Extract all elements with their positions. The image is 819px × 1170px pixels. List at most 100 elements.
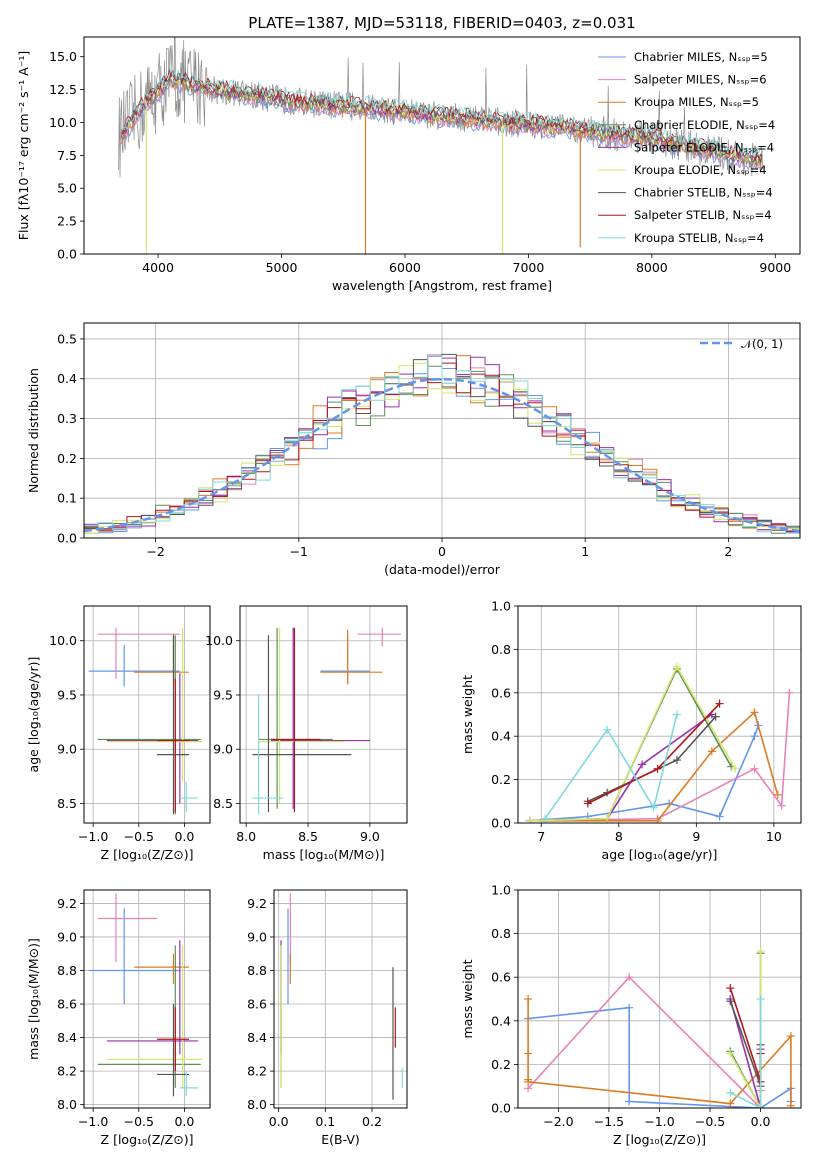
axes-frame bbox=[517, 889, 802, 1109]
x-tick-label: −0.5 bbox=[124, 1114, 154, 1129]
y-tick-label: 10.0 bbox=[49, 115, 77, 130]
panel-mass-vs-ebv: 0.0 0.1 0.2 8.0 8.2 8.4 8.6 8.8 9.0 9.2 E(B-V) bbox=[247, 889, 408, 1147]
x-axis-label: (data-model)/error bbox=[384, 562, 501, 577]
legend-label: Chabrier STELIB, Nₛₛₚ=4 bbox=[634, 186, 773, 200]
y-tick-label: 9.5 bbox=[57, 687, 77, 702]
error-bar-point bbox=[179, 781, 199, 813]
y-tick-label: 0.4 bbox=[491, 729, 511, 744]
model-spectrum-line bbox=[120, 68, 763, 161]
mass-weight-marker bbox=[649, 803, 658, 812]
y-axis-label: Normed distribution bbox=[26, 368, 41, 493]
y-tick-label: 12.5 bbox=[49, 82, 77, 97]
mass-weight-marker bbox=[726, 997, 735, 1006]
legend-label: 𝒩(0, 1) bbox=[741, 337, 783, 351]
mass-weight-marker bbox=[583, 799, 592, 808]
y-tick-label: 0.4 bbox=[491, 1013, 511, 1028]
chart-title: PLATE=1387, MJD=53118, FIBERID=0403, z=0… bbox=[248, 14, 635, 32]
mass-weight-marker bbox=[672, 662, 681, 671]
plot-area bbox=[524, 947, 795, 1108]
x-axis-label: wavelength [Angstrom, rest frame] bbox=[332, 278, 552, 293]
legend: Chabrier MILES, Nₛₛₚ=5 Salpeter MILES, Nₛ… bbox=[598, 50, 775, 245]
x-tick-label: 8 bbox=[615, 829, 623, 844]
x-axis-label: Z [log₁₀(Z/Z⊙)] bbox=[101, 847, 194, 862]
mass-weight-line bbox=[729, 953, 762, 1108]
y-tick-label: 9.2 bbox=[247, 896, 267, 911]
y-axis-label: age [log₁₀(age/yr)] bbox=[26, 657, 41, 773]
panel-age-vs-Z: −1.0 −0.5 0.0 8.5 9.0 9.5 10.0 Z [log₁₀(Z/Z⊙)] a… bbox=[26, 605, 211, 862]
grid-lines bbox=[84, 890, 210, 1108]
mass-weight-marker bbox=[653, 764, 662, 773]
y-tick-label: 8.4 bbox=[247, 1030, 267, 1045]
x-tick-label: 1 bbox=[581, 544, 589, 559]
error-bar-point bbox=[258, 627, 333, 809]
axes-frame bbox=[83, 322, 801, 539]
x-tick-label: −1 bbox=[290, 544, 308, 559]
x-tick-label: 0.0 bbox=[751, 1114, 771, 1129]
error-bar-point bbox=[134, 634, 189, 685]
y-tick-label: 0.0 bbox=[57, 247, 77, 262]
mass-weight-marker bbox=[756, 995, 765, 1003]
mass-weight-marker bbox=[603, 725, 612, 734]
mass-weight-line bbox=[527, 976, 762, 1108]
y-tick-label: 0.6 bbox=[491, 685, 511, 700]
error-bar-point bbox=[179, 1071, 199, 1097]
legend-label: Kroupa ELODIE, Nₛₛₚ=4 bbox=[634, 163, 767, 177]
y-tick-label: 0.0 bbox=[57, 531, 77, 546]
mass-weight-line bbox=[729, 999, 762, 1108]
mass-weight-marker bbox=[726, 1049, 735, 1058]
y-tick-label: 8.5 bbox=[213, 796, 233, 811]
plot-area bbox=[88, 627, 203, 815]
mass-weight-marker bbox=[750, 708, 759, 717]
error-bar-point bbox=[252, 694, 284, 815]
panel-residuals: −2 −1 0 1 2 0.0 0.1 0.2 0.3 0.4 0.5 (data-model)/er… bbox=[26, 322, 801, 577]
mass-weight-line bbox=[529, 725, 760, 822]
y-tick-label: 9.2 bbox=[57, 896, 77, 911]
mass-weight-marker bbox=[625, 973, 634, 982]
y-tick-label: 1.0 bbox=[491, 599, 511, 614]
grid-lines bbox=[274, 890, 407, 1108]
grid-lines bbox=[84, 606, 210, 823]
x-tick-label: 2 bbox=[724, 544, 732, 559]
plot-area bbox=[88, 893, 203, 1097]
y-tick-label: 15.0 bbox=[49, 49, 77, 64]
y-tick-label: 7.5 bbox=[57, 148, 77, 163]
plot-area bbox=[118, 37, 764, 254]
x-tick-label: 6000 bbox=[389, 260, 421, 275]
y-tick-label: 0.2 bbox=[491, 772, 511, 787]
y-tick-label: 5.0 bbox=[57, 181, 77, 196]
y-tick-label: 8.0 bbox=[57, 1097, 77, 1112]
x-axis-label: mass [log₁₀(M/M⊙)] bbox=[263, 847, 385, 862]
x-tick-label: −1.0 bbox=[78, 1114, 108, 1129]
mass-weight-marker bbox=[786, 1101, 795, 1108]
y-tick-label: 9.0 bbox=[247, 929, 267, 944]
y-tick-label: 9.0 bbox=[213, 742, 233, 757]
panel-mass-vs-Z: −1.0 −0.5 0.0 8.0 8.2 8.4 8.6 8.8 9.0 9.2 Z [log₁₀… bbox=[26, 889, 211, 1147]
x-tick-label: 0.0 bbox=[269, 1114, 289, 1129]
x-tick-label: 7 bbox=[537, 829, 545, 844]
x-tick-label: 10 bbox=[766, 829, 782, 844]
plot-area bbox=[280, 893, 403, 1100]
mass-weight-marker bbox=[750, 732, 759, 741]
x-tick-label: −2.0 bbox=[543, 1114, 573, 1129]
mass-weight-marker bbox=[707, 747, 716, 756]
y-tick-label: 9.0 bbox=[57, 929, 77, 944]
axes-frame bbox=[273, 889, 408, 1109]
mass-weight-marker bbox=[785, 688, 794, 697]
y-tick-label: 8.5 bbox=[57, 796, 77, 811]
axes-frame bbox=[239, 605, 408, 824]
x-tick-label: −2 bbox=[146, 544, 164, 559]
error-bar-point bbox=[97, 893, 158, 963]
x-axis-label: E(B-V) bbox=[321, 1132, 360, 1147]
error-bar-point bbox=[270, 627, 370, 809]
y-tick-label: 0.8 bbox=[491, 926, 511, 941]
y-tick-label: 8.8 bbox=[57, 963, 77, 978]
mass-weight-marker bbox=[715, 699, 724, 708]
mass-weight-line bbox=[729, 1000, 762, 1087]
x-axis-label: Z [log₁₀(Z/Z⊙)] bbox=[101, 1132, 194, 1147]
y-tick-label: 0.0 bbox=[491, 1101, 511, 1116]
y-tick-label: 8.6 bbox=[247, 997, 267, 1012]
error-bar-point bbox=[106, 627, 203, 782]
x-tick-label: 4000 bbox=[142, 260, 174, 275]
error-bar-point bbox=[320, 634, 370, 685]
legend-label: Chabrier MILES, Nₛₛₚ=5 bbox=[634, 50, 768, 64]
